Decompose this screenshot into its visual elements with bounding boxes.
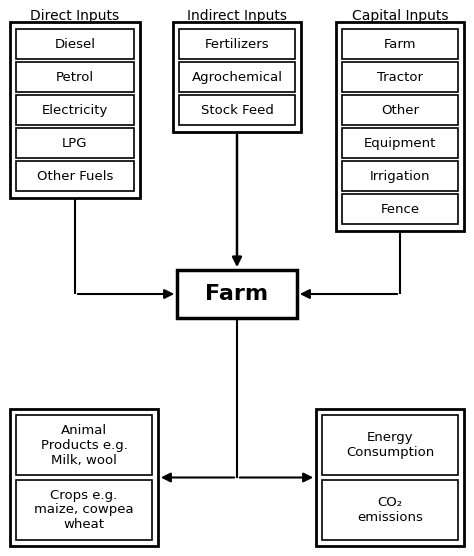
Bar — [179, 29, 295, 59]
Text: Fertilizers: Fertilizers — [205, 37, 269, 51]
Bar — [322, 415, 458, 475]
Text: Capital Inputs: Capital Inputs — [352, 9, 448, 23]
Text: Irrigation: Irrigation — [370, 170, 430, 182]
Bar — [322, 480, 458, 540]
Text: Farm: Farm — [384, 37, 416, 51]
Text: Indirect Inputs: Indirect Inputs — [187, 9, 287, 23]
Text: Other Fuels: Other Fuels — [37, 170, 113, 182]
Text: Fence: Fence — [381, 202, 419, 216]
Bar — [177, 270, 297, 318]
Bar — [16, 415, 152, 475]
Bar — [16, 161, 134, 191]
Bar — [16, 480, 152, 540]
Bar — [342, 62, 458, 92]
Text: Energy
Consumption: Energy Consumption — [346, 431, 434, 459]
Bar — [316, 409, 464, 546]
Bar — [16, 29, 134, 59]
Bar — [16, 62, 134, 92]
Text: Crops e.g.
maize, cowpea
wheat: Crops e.g. maize, cowpea wheat — [34, 489, 134, 532]
Text: CO₂
emissions: CO₂ emissions — [357, 496, 423, 524]
Bar — [16, 95, 134, 125]
Bar — [336, 22, 464, 231]
Text: Electricity: Electricity — [42, 103, 108, 117]
Text: Tractor: Tractor — [377, 71, 423, 83]
Text: Diesel: Diesel — [55, 37, 95, 51]
Bar — [10, 22, 140, 198]
Bar — [342, 194, 458, 224]
Text: Other: Other — [381, 103, 419, 117]
Text: Petrol: Petrol — [56, 71, 94, 83]
Text: Farm: Farm — [205, 284, 269, 304]
Text: Animal
Products e.g.
Milk, wool: Animal Products e.g. Milk, wool — [41, 424, 128, 466]
Text: Equipment: Equipment — [364, 137, 436, 150]
Text: Agrochemical: Agrochemical — [191, 71, 283, 83]
Bar — [10, 409, 158, 546]
Bar — [179, 62, 295, 92]
Bar — [173, 22, 301, 132]
Bar — [342, 128, 458, 158]
Text: LPG: LPG — [62, 137, 88, 150]
Text: Stock Feed: Stock Feed — [201, 103, 273, 117]
Bar — [16, 128, 134, 158]
Bar — [342, 161, 458, 191]
Bar — [342, 95, 458, 125]
Bar — [342, 29, 458, 59]
Bar — [179, 95, 295, 125]
Text: Direct Inputs: Direct Inputs — [30, 9, 119, 23]
